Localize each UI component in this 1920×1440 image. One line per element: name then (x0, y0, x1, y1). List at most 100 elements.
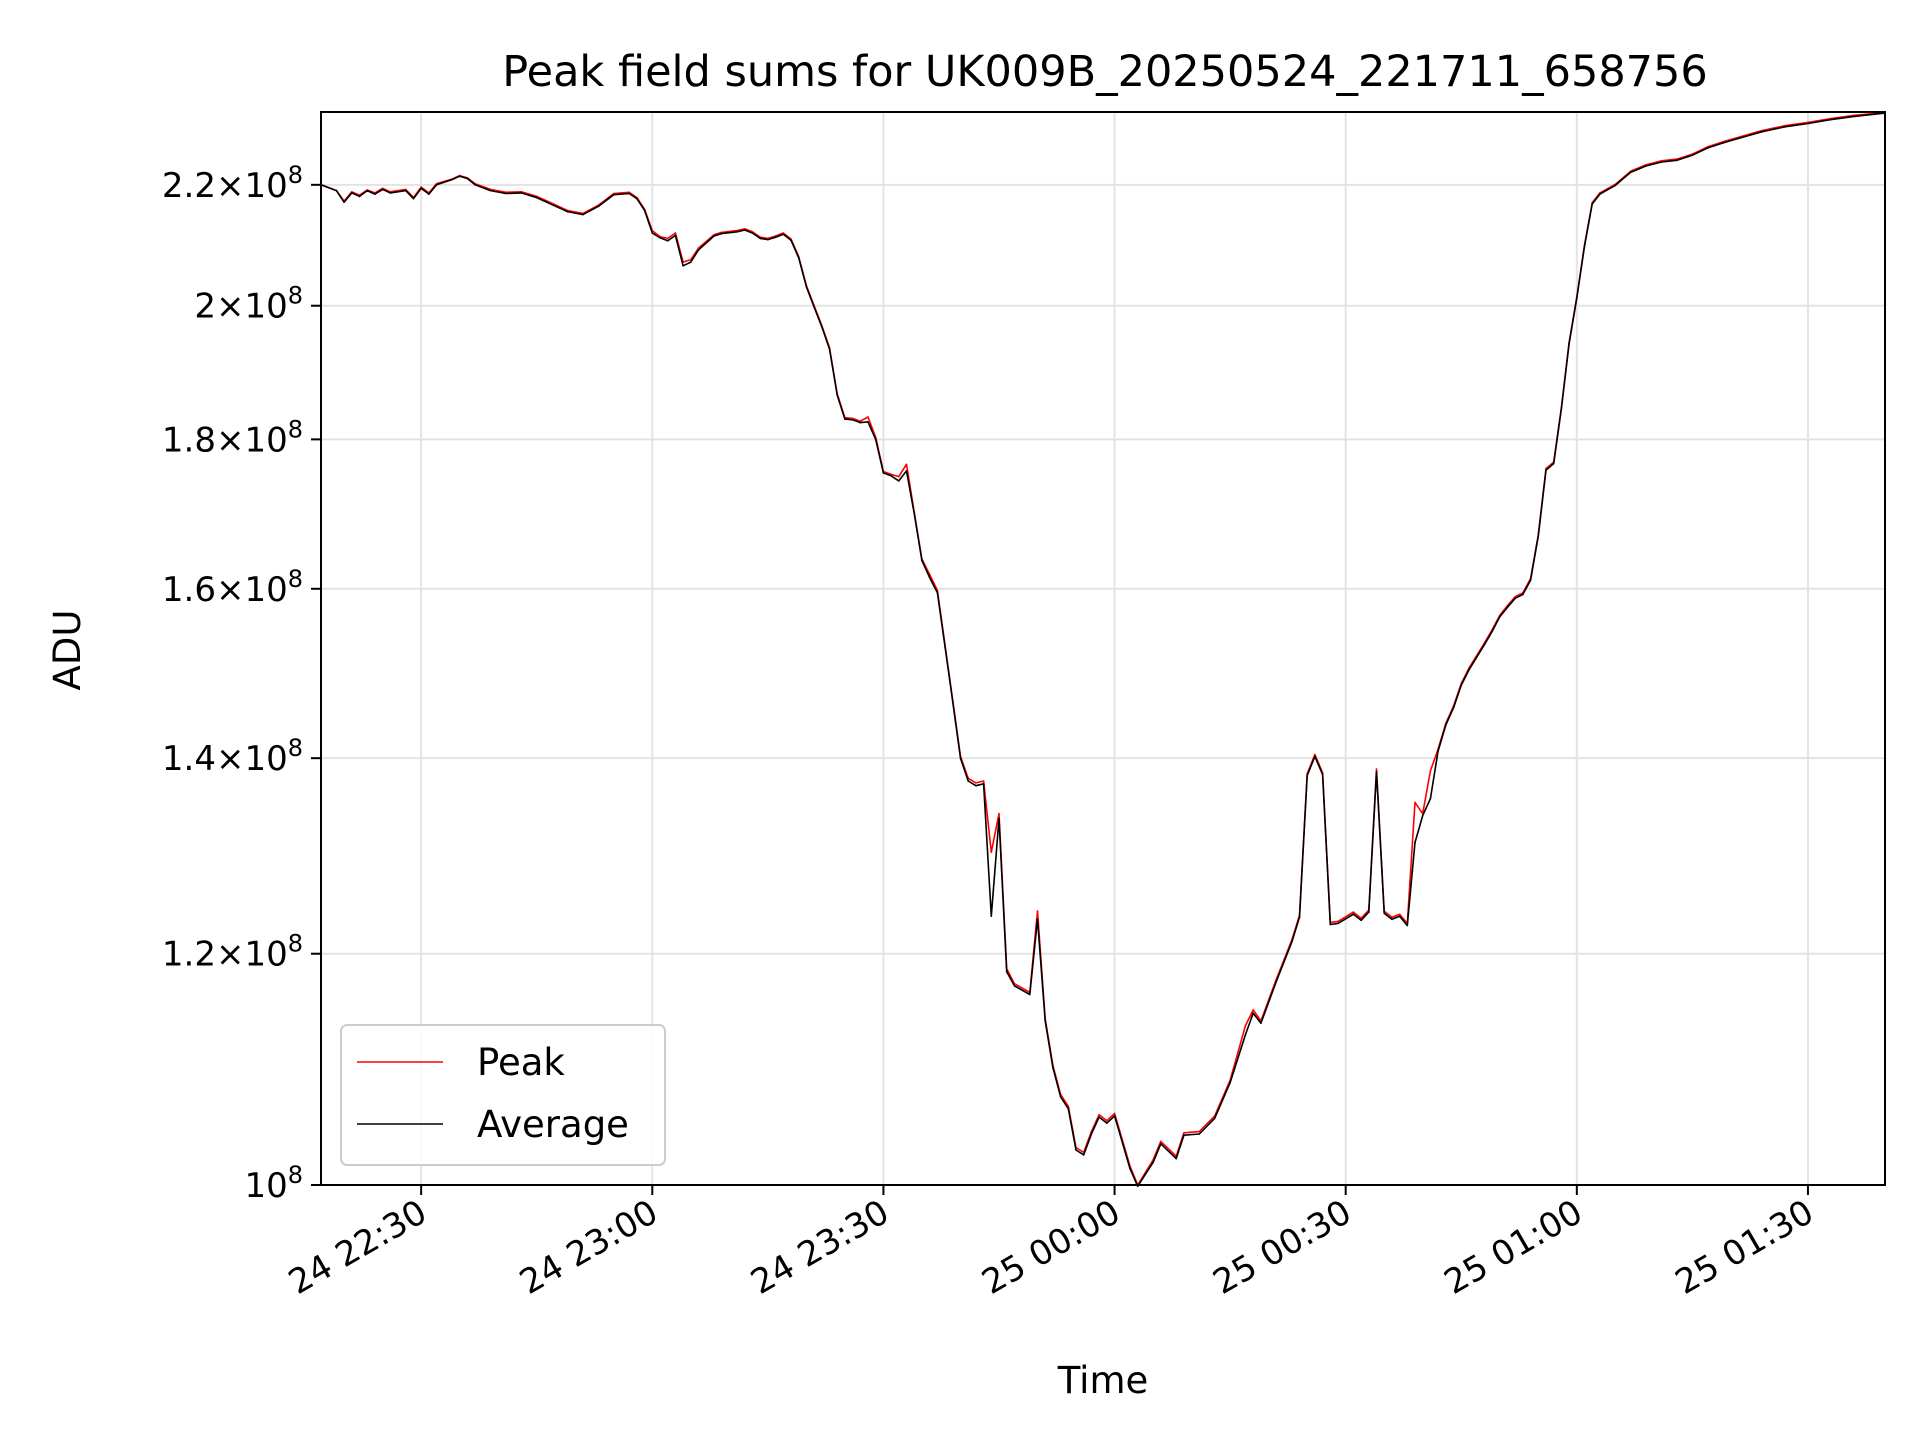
data-point-average (674, 234, 677, 237)
data-point-average (1160, 1143, 1162, 1145)
data-point-average (1421, 814, 1424, 817)
data-point-average (1098, 1116, 1100, 1118)
data-point-peak (998, 812, 1000, 815)
data-point-peak (1414, 801, 1416, 804)
data-point-average (874, 438, 877, 441)
data-point-average (1036, 918, 1039, 921)
data-point-average (767, 238, 769, 241)
data-point-average (1568, 342, 1570, 345)
data-point-average (867, 421, 869, 423)
data-point-average (890, 475, 892, 477)
data-point-peak (628, 191, 630, 194)
data-point-average (898, 480, 900, 482)
data-point-average (720, 232, 723, 235)
data-point-average (805, 286, 808, 288)
y-tick-label: 2.2×108 (162, 161, 303, 206)
data-point-average (1707, 147, 1709, 149)
data-point-average (928, 576, 931, 579)
data-point-average (1306, 774, 1308, 777)
data-point-peak (674, 232, 677, 234)
data-point-average (1252, 1012, 1254, 1014)
data-point-average (975, 784, 977, 787)
data-point-average (1075, 1149, 1077, 1151)
series-average (320, 112, 1886, 1188)
legend-peak-label: Peak (477, 1041, 565, 1084)
data-point-average (351, 192, 353, 194)
data-point-average (967, 780, 969, 782)
data-point-peak (782, 232, 785, 234)
data-point-average (1483, 643, 1486, 646)
data-point-average (1676, 159, 1678, 162)
data-point-average (1314, 755, 1316, 758)
data-point-average (1560, 407, 1563, 410)
data-point-average (936, 592, 939, 594)
data-point-average (1691, 154, 1694, 156)
legend-average-label: Average (477, 1103, 629, 1146)
data-point-peak (990, 851, 993, 853)
data-point-peak (1314, 753, 1316, 756)
data-point-average (882, 472, 885, 474)
data-point-average (582, 213, 584, 216)
data-point-average (713, 235, 715, 237)
data-point-average (1475, 656, 1478, 658)
data-point-peak (1198, 1130, 1201, 1133)
data-point-peak (1352, 911, 1355, 913)
data-point-average (1198, 1133, 1201, 1135)
data-point-average (1213, 1117, 1216, 1120)
data-point-average (959, 757, 962, 759)
data-point-average (813, 306, 815, 308)
data-point-average (1506, 606, 1509, 608)
data-point-average (790, 239, 792, 241)
data-point-peak (404, 188, 407, 191)
data-point-average (751, 232, 754, 234)
data-point-peak (1098, 1113, 1100, 1116)
data-point-average (381, 188, 384, 191)
data-point-average (1368, 911, 1370, 913)
data-point-average (1460, 684, 1463, 686)
data-point-average (466, 177, 469, 180)
data-point-average (636, 197, 638, 200)
data-point-peak (1252, 1009, 1254, 1011)
data-point-average (1244, 1033, 1247, 1036)
data-point-average (613, 193, 615, 196)
data-point-peak (975, 782, 977, 784)
data-point-average (851, 419, 854, 421)
data-point-average (428, 193, 430, 195)
x-axis-label: Time (1057, 1359, 1149, 1402)
data-point-average (366, 189, 369, 192)
data-point-peak (1244, 1024, 1247, 1027)
data-point-average (1052, 1066, 1054, 1069)
data-point-average (1722, 142, 1724, 144)
data-point-peak (982, 780, 985, 782)
data-point-average (682, 265, 684, 267)
data-point-peak (1106, 1119, 1108, 1122)
chart-title: Peak field sums for UK009B_20250524_2217… (502, 47, 1708, 97)
data-point-peak (859, 420, 862, 423)
data-point-average (643, 209, 646, 212)
data-point-average (1090, 1133, 1093, 1135)
data-point-average (759, 237, 761, 240)
y-axis: 108 1.2×108 1.4×108 1.6×108 1.8×108 2×108 2.2×… (162, 161, 321, 1206)
data-point-average (982, 783, 985, 785)
data-point-average (821, 326, 823, 328)
data-point-average (1129, 1167, 1131, 1170)
data-point-peak (1398, 913, 1401, 915)
y-tick-label: 1.4×108 (162, 734, 303, 779)
data-point-peak (381, 187, 384, 190)
data-point-peak (1337, 920, 1339, 923)
legend: Peak Average (340, 1024, 666, 1166)
data-point-average (1029, 993, 1031, 996)
data-point-average (489, 189, 492, 192)
data-point-peak (1036, 910, 1039, 912)
data-point-average (1352, 913, 1355, 915)
data-point-average (828, 348, 831, 350)
data-point-average (343, 201, 345, 203)
data-point-average (1514, 597, 1516, 600)
y-tick-label: 1.8×108 (162, 415, 303, 460)
data-point-average (1082, 1154, 1085, 1156)
data-point-peak (666, 237, 669, 240)
data-point-average (952, 701, 954, 704)
data-point-average (1298, 916, 1301, 919)
data-point-average (666, 240, 669, 242)
y-axis-label: ADU (46, 610, 89, 691)
